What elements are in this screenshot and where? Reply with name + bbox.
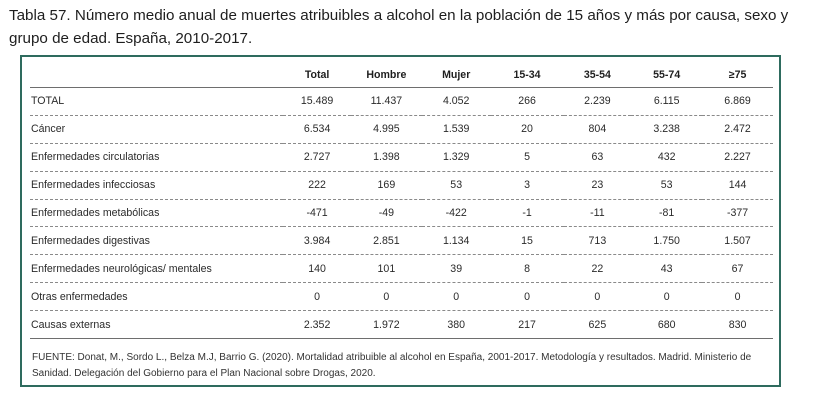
table-row: Enfermedades neurológicas/ mentales 140 10… (30, 254, 773, 284)
table-body: TOTAL 15.489 11.437 4.052 266 2.239 6.115 6.869… (30, 87, 773, 340)
cell-15-34: 5 (490, 143, 564, 172)
source-note: FUENTE: Donat, M., Sordo L., Belza M.J, … (32, 352, 752, 379)
cell-35-54: 713 (563, 226, 632, 256)
cell-55-74: 43 (631, 254, 703, 284)
cell-mujer: -422 (421, 199, 491, 228)
cell-35-54: 625 (563, 310, 632, 340)
column-header-15-34: 15-34 (490, 63, 564, 88)
cell-total: 0 (283, 282, 351, 312)
cell-55-74: 432 (631, 143, 703, 172)
cell-15-34: 0 (490, 282, 564, 312)
column-header-cause (30, 63, 284, 88)
cell-15-34: 3 (490, 171, 564, 200)
cell-55-74: 6.115 (631, 87, 703, 116)
table-row: Cáncer 6.534 4.995 1.539 20 804 3.238 2.472 (30, 115, 773, 144)
cell-15-34: 217 (490, 310, 564, 340)
cell-15-34: -1 (490, 199, 564, 228)
column-header-75-plus: ≥75 (702, 63, 773, 88)
table-row: Enfermedades metabólicas -471 -49 -422 -1 -11… (30, 199, 773, 228)
cell-35-54: 0 (563, 282, 632, 312)
cell-55-74: 680 (631, 310, 703, 340)
cell-total: 222 (283, 171, 351, 200)
cell-cause: Otras enfermedades (30, 282, 284, 312)
cell-hombre: 1.972 (350, 310, 422, 340)
cell-hombre: 0 (350, 282, 422, 312)
column-header-total: Total (283, 63, 351, 88)
table-caption: Tabla 57. Número medio anual de muertes … (9, 7, 789, 47)
table-row: Otras enfermedades 0 0 0 0 0 0 0 (30, 282, 773, 312)
cell-total: 6.534 (283, 115, 351, 144)
table-row: Enfermedades infecciosas 222 169 53 3 23 53 144 (30, 171, 773, 200)
cell-total: 140 (283, 254, 351, 284)
mortality-table: Total Hombre Mujer 15-34 35-54 55-74 ≥75… (30, 63, 773, 340)
cell-15-34: 8 (490, 254, 564, 284)
cell-75-plus: 2.227 (702, 143, 773, 172)
cell-75-plus: 830 (702, 310, 773, 340)
table-container: Total Hombre Mujer 15-34 35-54 55-74 ≥75… (20, 55, 781, 387)
cell-hombre: 1.398 (350, 143, 422, 172)
cell-75-plus: 67 (702, 254, 773, 284)
cell-cause: Enfermedades metabólicas (30, 199, 284, 228)
cell-35-54: 63 (563, 143, 632, 172)
cell-total: 15.489 (283, 87, 351, 116)
cell-hombre: 2.851 (350, 226, 422, 256)
cell-35-54: 22 (563, 254, 632, 284)
cell-55-74: 0 (631, 282, 703, 312)
cell-75-plus: 0 (702, 282, 773, 312)
cell-cause: Enfermedades infecciosas (30, 171, 284, 200)
cell-35-54: -11 (563, 199, 632, 228)
cell-hombre: 4.995 (350, 115, 422, 144)
cell-cause: Enfermedades neurológicas/ mentales (30, 254, 284, 284)
cell-mujer: 1.134 (421, 226, 491, 256)
table-header-row: Total Hombre Mujer 15-34 35-54 55-74 ≥75 (30, 63, 773, 88)
cell-total: -471 (283, 199, 351, 228)
cell-mujer: 1.539 (421, 115, 491, 144)
cell-hombre: 11.437 (350, 87, 422, 116)
cell-hombre: -49 (350, 199, 422, 228)
cell-75-plus: 2.472 (702, 115, 773, 144)
cell-cause: Cáncer (30, 115, 284, 144)
cell-75-plus: 144 (702, 171, 773, 200)
cell-75-plus: -377 (702, 199, 773, 228)
cell-mujer: 0 (421, 282, 491, 312)
cell-cause: TOTAL (30, 87, 284, 116)
cell-total: 2.352 (283, 310, 351, 340)
cell-hombre: 169 (350, 171, 422, 200)
cell-total: 2.727 (283, 143, 351, 172)
cell-55-74: -81 (631, 199, 703, 228)
cell-75-plus: 1.507 (702, 226, 773, 256)
cell-cause: Causas externas (30, 310, 284, 340)
cell-cause: Enfermedades circulatorias (30, 143, 284, 172)
cell-35-54: 23 (563, 171, 632, 200)
cell-35-54: 804 (563, 115, 632, 144)
cell-mujer: 4.052 (421, 87, 491, 116)
column-header-55-74: 55-74 (631, 63, 703, 88)
table-row: Enfermedades circulatorias 2.727 1.398 1.32… (30, 143, 773, 172)
cell-15-34: 15 (490, 226, 564, 256)
cell-75-plus: 6.869 (702, 87, 773, 116)
cell-mujer: 1.329 (421, 143, 491, 172)
column-header-35-54: 35-54 (563, 63, 632, 88)
cell-55-74: 3.238 (631, 115, 703, 144)
cell-35-54: 2.239 (563, 87, 632, 116)
cell-hombre: 101 (350, 254, 422, 284)
cell-mujer: 39 (421, 254, 491, 284)
table-row: Enfermedades digestivas 3.984 2.851 1.134 15… (30, 226, 773, 256)
cell-15-34: 20 (490, 115, 564, 144)
cell-55-74: 53 (631, 171, 703, 200)
table-row: Causas externas 2.352 1.972 380 217 625 680 830 (30, 310, 773, 340)
cell-55-74: 1.750 (631, 226, 703, 256)
column-header-mujer: Mujer (421, 63, 491, 88)
cell-cause: Enfermedades digestivas (30, 226, 284, 256)
column-header-hombre: Hombre (350, 63, 422, 88)
cell-mujer: 380 (421, 310, 491, 340)
cell-15-34: 266 (490, 87, 564, 116)
table-row: TOTAL 15.489 11.437 4.052 266 2.239 6.115 6.869 (30, 87, 773, 116)
cell-total: 3.984 (283, 226, 351, 256)
cell-mujer: 53 (421, 171, 491, 200)
